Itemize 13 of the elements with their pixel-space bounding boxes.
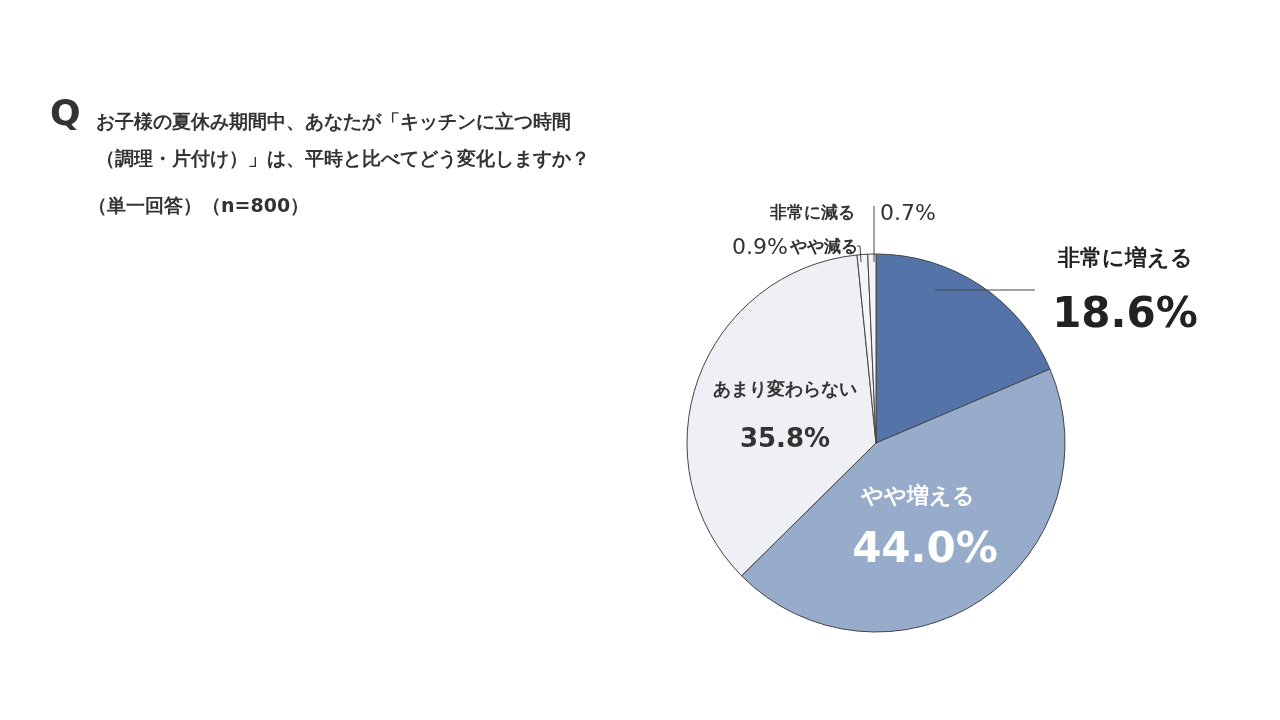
text: （単一回答）（n=800） bbox=[88, 194, 310, 216]
text: お子様の夏休み期間中、あなたが「キッチンに立つ時間（調理・片付け）」は、平時と比べてどう変化しますか？ bbox=[96, 109, 591, 171]
data-label: 18.6% bbox=[1052, 288, 1198, 337]
text: Q bbox=[50, 92, 81, 133]
data-label: 35.8% bbox=[739, 423, 831, 453]
data-label: 44.0% bbox=[852, 523, 998, 572]
slice-label: やや減る bbox=[789, 236, 858, 256]
slice-label: あまり変わらない bbox=[713, 378, 857, 399]
data-label: 0.9% bbox=[732, 234, 788, 259]
slice-label: やや増える bbox=[860, 483, 975, 508]
data-label: 0.7% bbox=[880, 200, 936, 225]
slice-label: 非常に減る bbox=[769, 202, 855, 222]
slice-label: 非常に増える bbox=[1056, 245, 1193, 270]
